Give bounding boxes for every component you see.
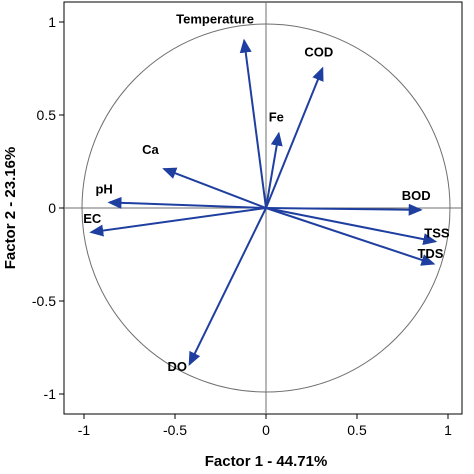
vector-label-bod: BOD: [402, 188, 431, 203]
y-axis-ticks: 1 0.5 0 -0.5 -1: [32, 14, 64, 402]
vector-label-temperature: Temperature: [176, 12, 254, 27]
vector-ca: [162, 167, 267, 209]
y-tick-label: -1: [44, 386, 57, 402]
vector-ec: [89, 207, 267, 237]
vector-tss: [265, 207, 438, 246]
x-tick-label: 1: [444, 422, 452, 438]
vector-temperature: [239, 38, 267, 209]
vector-bod: [265, 203, 423, 216]
vector-label-tss: TSS: [424, 225, 450, 240]
vector-label-cod: COD: [304, 45, 333, 60]
x-tick-label: 0: [262, 422, 270, 438]
x-axis-ticks: -1 -0.5 0 0.5 1: [78, 414, 452, 438]
y-tick-label: 0: [48, 200, 56, 216]
vector-label-ph: pH: [95, 181, 112, 196]
vector-label-do: DO: [168, 359, 188, 374]
vector-label-tds: TDS: [417, 246, 443, 261]
x-tick-label: -1: [78, 422, 91, 438]
vector-label-ec: EC: [83, 211, 102, 226]
vector-cod: [265, 66, 324, 209]
x-tick-label: -0.5: [163, 422, 187, 438]
x-axis-title: Factor 1 - 44.71%: [205, 453, 328, 470]
y-tick-label: 0.5: [37, 107, 57, 123]
x-tick-label: 0.5: [347, 422, 367, 438]
y-tick-label: 1: [48, 14, 56, 30]
vector-label-ca: Ca: [142, 142, 159, 157]
vector-label-fe: Fe: [269, 110, 284, 125]
vector-ph: [107, 196, 267, 209]
y-tick-label: -0.5: [32, 293, 56, 309]
vector-fe: [265, 131, 283, 209]
vector-do: [188, 207, 267, 367]
loading-vectors: Temperature COD Fe Ca pH EC BOD TSS TDS DO: [83, 12, 450, 375]
vector-tds: [265, 207, 436, 266]
y-axis-title: Factor 2 - 23.16%: [2, 147, 19, 270]
